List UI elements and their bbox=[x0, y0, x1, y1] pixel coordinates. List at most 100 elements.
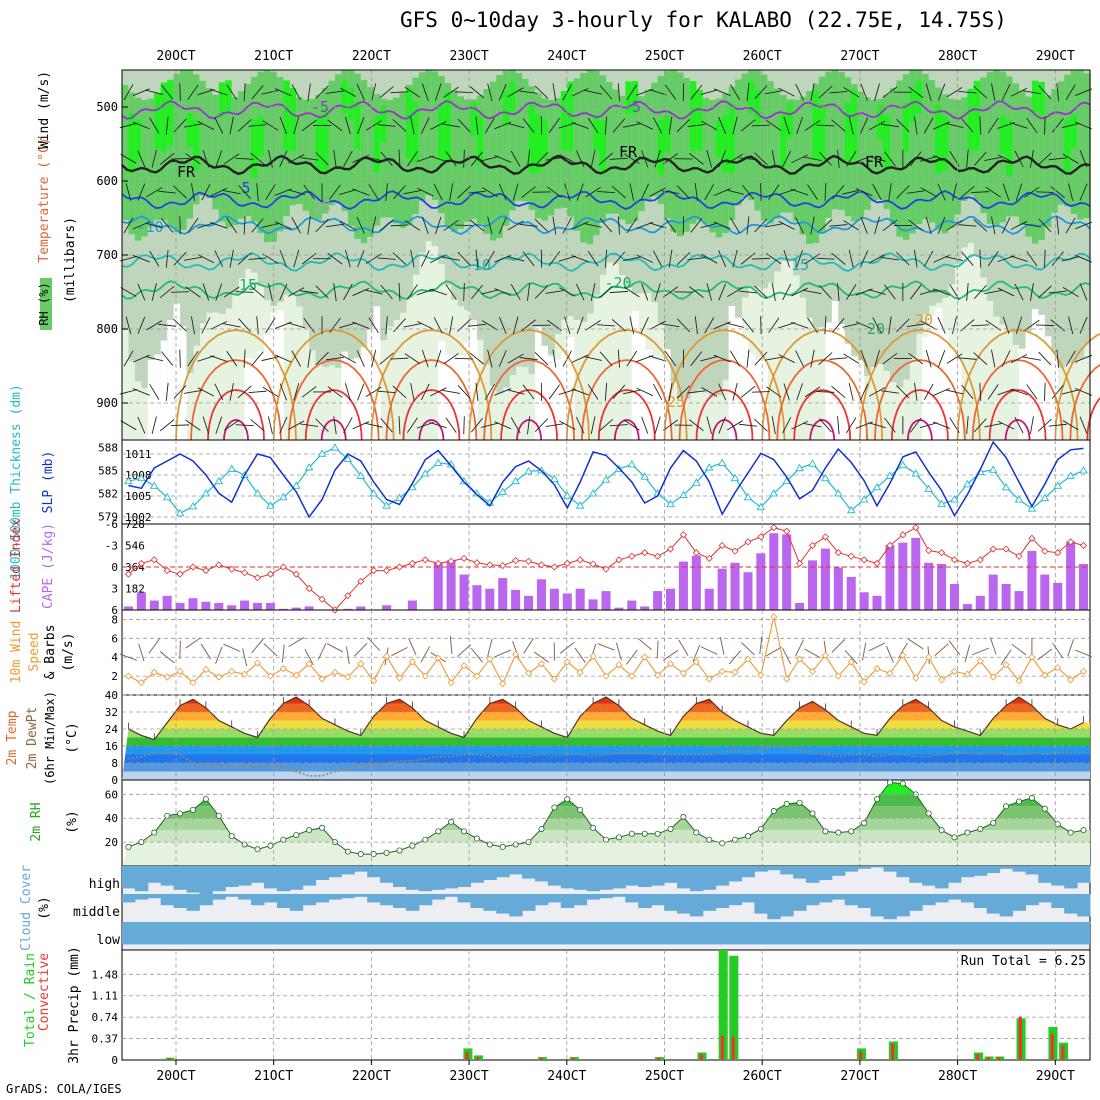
thickness-point bbox=[846, 505, 856, 514]
wind-barb bbox=[368, 184, 379, 200]
rh-legend-swatch bbox=[40, 278, 52, 330]
wind-barb bbox=[470, 284, 483, 300]
wind-barb bbox=[123, 217, 134, 234]
cloud-cell-middle bbox=[328, 894, 342, 900]
rh-band-bright bbox=[528, 102, 536, 173]
thickness-point bbox=[395, 493, 404, 501]
wind-barb bbox=[700, 355, 719, 362]
li-point bbox=[718, 541, 726, 550]
wind-barb bbox=[896, 252, 910, 266]
li-point bbox=[189, 563, 197, 571]
cloud-cell-middle bbox=[315, 894, 330, 903]
wind-barb bbox=[771, 283, 776, 301]
wind-barb bbox=[279, 283, 288, 301]
rh-band-green bbox=[806, 90, 814, 244]
cloud-cell-high bbox=[896, 866, 910, 878]
wind-barb bbox=[357, 116, 365, 135]
rh-band-green bbox=[877, 98, 885, 200]
wind-barb bbox=[463, 416, 465, 435]
wind-barb bbox=[377, 124, 396, 127]
wind-barb bbox=[732, 116, 738, 135]
rh-dry-pocket bbox=[270, 313, 278, 440]
wind-barb bbox=[457, 251, 471, 266]
wind-speed-point bbox=[150, 668, 158, 676]
rh-band-bright bbox=[192, 119, 201, 170]
wind-barb bbox=[243, 83, 246, 102]
wind-barb bbox=[417, 320, 434, 330]
temp-lobe-30 bbox=[207, 389, 265, 441]
wind-barb bbox=[713, 321, 731, 330]
wind-barb bbox=[457, 118, 471, 133]
wind-barb bbox=[880, 390, 899, 394]
wind-barb bbox=[365, 253, 382, 264]
wind-barb-10m bbox=[861, 642, 867, 661]
rh-band-gray bbox=[147, 70, 155, 387]
wind-barb bbox=[173, 251, 187, 266]
rh-dry-pocket bbox=[928, 315, 936, 440]
precip-tick: 1.48 bbox=[92, 968, 119, 981]
wind-speed-point bbox=[253, 659, 262, 667]
wind-barb bbox=[185, 286, 201, 298]
wind-barb bbox=[636, 121, 654, 130]
wind-barb bbox=[654, 416, 661, 434]
wind-speed-point bbox=[821, 651, 829, 659]
temp-lobe-28 bbox=[776, 359, 869, 441]
wind-speed-point bbox=[576, 668, 584, 676]
wind-barb-10m bbox=[487, 638, 493, 657]
wind-barb bbox=[469, 352, 485, 365]
wind-barb bbox=[810, 216, 815, 235]
rh-point bbox=[938, 827, 945, 834]
top-date-tick: 25OCT bbox=[645, 49, 684, 64]
rh-point bbox=[254, 846, 261, 853]
wind-barb bbox=[202, 283, 210, 301]
li-point bbox=[1002, 545, 1010, 553]
rh-dry-pocket bbox=[173, 303, 181, 440]
wind-barb-10m bbox=[678, 639, 689, 656]
thickness-point bbox=[562, 491, 572, 499]
rh-dry-pocket bbox=[457, 355, 465, 440]
cloud-cell-middle bbox=[999, 894, 1014, 917]
rh-band-gray bbox=[870, 70, 878, 367]
rh-dry-pocket bbox=[747, 353, 756, 440]
wind-barb bbox=[457, 385, 471, 399]
rh-band-bright bbox=[1070, 113, 1078, 149]
wind-barb bbox=[575, 283, 585, 301]
wind-barb bbox=[622, 123, 641, 128]
wind-barb bbox=[293, 383, 300, 401]
rh-dry-pocket bbox=[444, 354, 452, 440]
wind-barb bbox=[552, 83, 557, 102]
rh-band-bright bbox=[476, 114, 484, 165]
rh-band-green bbox=[354, 73, 362, 239]
cape-bar bbox=[601, 591, 611, 610]
cloud-cell-middle bbox=[431, 894, 446, 900]
bottom-date-tick: 27OCT bbox=[840, 1069, 879, 1084]
wind-speed-point bbox=[473, 672, 481, 680]
rh-band-green bbox=[857, 91, 865, 219]
wind-barb bbox=[184, 389, 202, 394]
li-point bbox=[796, 559, 804, 567]
contour-label: 15 bbox=[239, 276, 257, 294]
wind-barb bbox=[498, 183, 507, 201]
rh-band-green bbox=[160, 87, 168, 221]
wind-frame bbox=[121, 609, 1091, 696]
rh-dry-pocket bbox=[922, 337, 930, 440]
wind-barb bbox=[984, 289, 1003, 295]
wind-barb bbox=[210, 222, 228, 229]
cloud-cell-high bbox=[457, 866, 471, 887]
wind-barb bbox=[730, 84, 741, 101]
rh-band-bright bbox=[754, 90, 762, 124]
cloud-cell-high bbox=[276, 866, 291, 892]
wind-barb bbox=[145, 222, 164, 229]
wind-barb bbox=[819, 151, 832, 166]
wind-barb bbox=[648, 89, 667, 96]
wind-barb bbox=[768, 184, 780, 200]
cloud-cell-high bbox=[341, 866, 355, 875]
rh2m-label: 2m RH bbox=[29, 802, 44, 841]
cape-bar bbox=[240, 600, 250, 610]
rh-band-green bbox=[825, 71, 833, 218]
wind-barb-10m bbox=[1067, 639, 1075, 657]
rh-band-green bbox=[915, 70, 923, 225]
wind-barb bbox=[325, 223, 344, 228]
wind-barb bbox=[185, 419, 201, 431]
li-point bbox=[241, 569, 249, 577]
